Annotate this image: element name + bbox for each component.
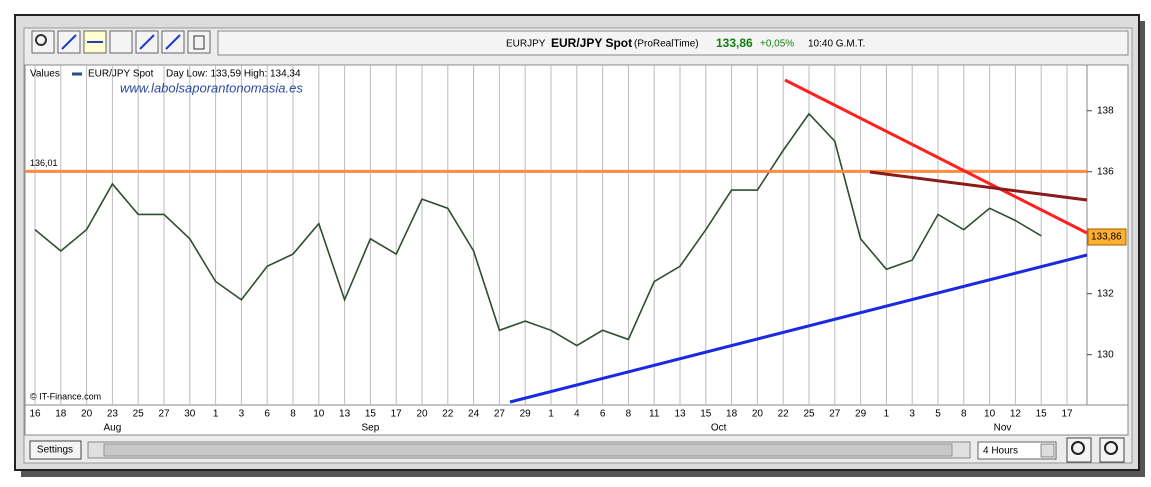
interval-select[interactable] [977, 441, 1057, 460]
x-tick-label: 23 [107, 409, 119, 420]
y-tick-label: 132 [1097, 288, 1114, 299]
x-tick-label: 17 [1061, 409, 1073, 420]
level-label: 136,01 [30, 158, 58, 168]
legend-title: Values [30, 69, 60, 80]
x-tick-label: 3 [239, 409, 245, 420]
x-tick-label: 25 [803, 409, 815, 420]
x-tick-label: 17 [391, 409, 403, 420]
x-tick-label: 15 [365, 409, 377, 420]
x-tick-label: 6 [264, 409, 270, 420]
month-label: Nov [994, 423, 1012, 434]
x-tick-label: 20 [752, 409, 764, 420]
time: 10:40 G.M.T. [808, 39, 865, 50]
icon [1104, 441, 1118, 455]
x-tick-label: 1 [213, 409, 219, 420]
source: (ProRealTime) [634, 39, 699, 50]
price-box [1087, 228, 1127, 246]
x-tick-label: 12 [1010, 409, 1022, 420]
x-tick-label: 8 [290, 409, 296, 420]
x-tick-label: 29 [855, 409, 867, 420]
x-tick-label: 4 [574, 409, 580, 420]
x-tick-label: 13 [339, 409, 351, 420]
fib-tool[interactable] [109, 30, 133, 54]
x-tick-label: 18 [726, 409, 738, 420]
x-tick-label: 6 [600, 409, 606, 420]
x-tick-label: 27 [494, 409, 506, 420]
y-tick-label: 138 [1097, 105, 1114, 116]
x-tick-label: 10 [984, 409, 996, 420]
icon [165, 34, 181, 50]
x-tick-label: 22 [442, 409, 454, 420]
scroll-thumb[interactable] [103, 443, 953, 457]
x-tick-label: 29 [520, 409, 532, 420]
settings-label: Settings [37, 445, 73, 456]
x-tick-label: 18 [55, 409, 67, 420]
legend: Values EUR/JPY Spot Day Low: 133,59 High… [30, 69, 301, 80]
month-label: Sep [362, 423, 380, 434]
x-axis-area [24, 404, 1129, 436]
x-tick-label: 15 [1036, 409, 1048, 420]
icon [1071, 441, 1085, 455]
month-label: Oct [711, 423, 727, 434]
trendline [784, 78, 1088, 235]
icon [193, 35, 205, 50]
settings-button[interactable] [29, 440, 82, 460]
x-tick-label: 11 [649, 409, 660, 420]
toolbar [31, 30, 211, 54]
delete-tool[interactable] [187, 30, 211, 54]
zoom-tool[interactable] [31, 30, 55, 54]
price-box-label: 133,86 [1091, 232, 1122, 243]
x-tick-label: 20 [416, 409, 428, 420]
x-tick-label: 1 [548, 409, 554, 420]
watermark: www.labolsaporantonomasia.es [120, 80, 303, 95]
x-tick-label: 13 [674, 409, 686, 420]
x-tick-label: 27 [829, 409, 841, 420]
change: +0,05% [760, 39, 794, 50]
x-tick-label: 22 [778, 409, 790, 420]
x-tick-label: 15 [700, 409, 712, 420]
x-tick-label: 8 [626, 409, 632, 420]
y-tick-label: 136 [1097, 166, 1114, 177]
x-tick-label: 25 [133, 409, 145, 420]
interval-label: 4 Hours [983, 446, 1018, 457]
price: 133,86 [716, 36, 753, 50]
instrument: EUR/JPY Spot [551, 36, 632, 50]
x-tick-label: 10 [313, 409, 325, 420]
icon [139, 34, 155, 50]
price-line [34, 112, 1042, 347]
icon [35, 34, 47, 46]
plot: 16 18 20 23 25 27 30 1 3 6 8 10 13 15 17 20 22 24 27 29 1 4 6 8… [25, 65, 1127, 434]
x-tick-label: 3 [909, 409, 915, 420]
x-tick-label: 30 [184, 409, 196, 420]
legend-label: EUR/JPY Spot [88, 69, 154, 80]
dropdown-arrow[interactable] [1040, 443, 1055, 458]
x-tick-label: 5 [935, 409, 941, 420]
day-range: Day Low: 133,59 High: 134,34 [166, 69, 301, 80]
symbol: EURJPY [506, 39, 546, 50]
month-label: Aug [104, 423, 122, 434]
x-tick-label: 1 [884, 409, 890, 420]
credit: © IT-Finance.com [30, 391, 101, 401]
x-tick-label: 27 [158, 409, 170, 420]
x-tick-label: 16 [29, 409, 41, 420]
trendline [869, 170, 1088, 202]
x-tick-label: 20 [81, 409, 93, 420]
x-tick-label: 24 [468, 409, 480, 420]
x-tick-label: 8 [961, 409, 967, 420]
icon [61, 34, 77, 50]
y-tick-label: 130 [1097, 349, 1114, 360]
title-bar [217, 30, 1129, 56]
trendline [509, 253, 1088, 404]
